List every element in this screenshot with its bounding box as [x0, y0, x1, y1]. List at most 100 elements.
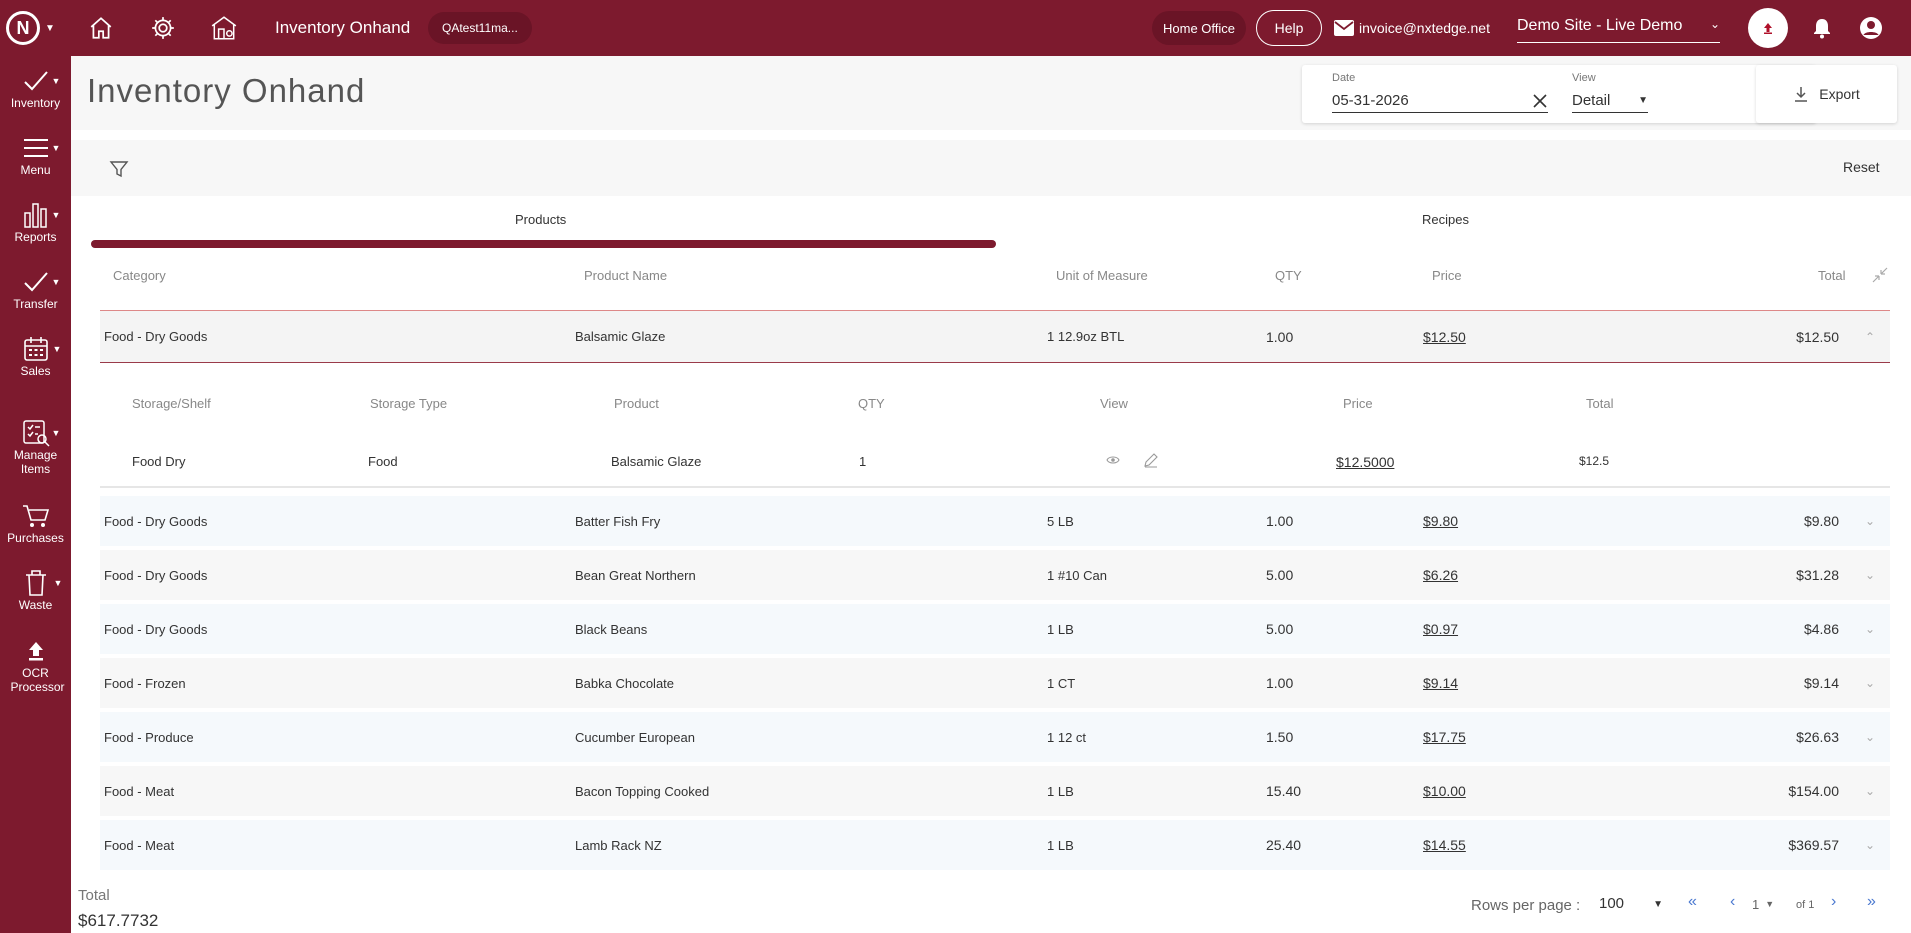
chevron-down-icon[interactable]: ⌄	[1865, 514, 1876, 528]
column-header-product-name[interactable]: Product Name	[584, 268, 668, 283]
email-link[interactable]: invoice@nxtedge.net	[1334, 0, 1490, 56]
sidebar-item-sales[interactable]: ▼ Sales	[0, 334, 71, 378]
view-select[interactable]: Detail ▼	[1572, 89, 1648, 113]
column-header-qty[interactable]: QTY	[1275, 268, 1302, 283]
chevron-down-icon[interactable]: ⌄	[1865, 568, 1876, 582]
page-value: 1	[1752, 897, 1760, 912]
detail-product: Balsamic Glaze	[611, 454, 702, 469]
prev-page-icon[interactable]: ‹	[1730, 893, 1736, 910]
home-icon[interactable]	[81, 0, 121, 56]
clear-icon[interactable]	[1532, 93, 1548, 109]
sidebar-item-menu[interactable]: ▼ Menu	[0, 133, 71, 177]
notifications-bell-icon[interactable]	[1802, 0, 1842, 56]
upload-button[interactable]	[1748, 8, 1788, 48]
page-of-text: of 1	[1796, 899, 1815, 911]
table-row[interactable]: Food - Dry Goods Batter Fish Fry 5 LB 1.…	[100, 496, 1890, 546]
app-logo[interactable]: N ▼	[6, 0, 60, 56]
menu-icon	[23, 139, 48, 157]
row-price-link[interactable]: $0.97	[1423, 621, 1459, 637]
detail-header-total: Total	[1586, 396, 1614, 411]
row-qty: 1.00	[1266, 328, 1294, 345]
row-product-name: Balsamic Glaze	[575, 329, 666, 344]
row-qty: 5.00	[1266, 621, 1294, 637]
date-field[interactable]: 05-31-2026	[1332, 89, 1548, 113]
page-select[interactable]: 1 ▼	[1752, 897, 1774, 912]
row-uom: 1 LB	[1047, 837, 1074, 853]
table-row[interactable]: Food - Produce Cucumber European 1 12 ct…	[100, 712, 1890, 762]
row-total: $154.00	[1788, 783, 1839, 799]
topbar-title: Inventory Onhand	[275, 18, 411, 37]
reset-button[interactable]: Reset	[1843, 159, 1880, 175]
sidebar-item-waste[interactable]: ▼ Waste	[0, 568, 71, 612]
first-page-icon[interactable]: «	[1688, 893, 1697, 910]
next-page-icon[interactable]: ›	[1831, 893, 1837, 910]
user-chip[interactable]: QAtest11ma...	[428, 12, 532, 44]
account-avatar-icon[interactable]	[1851, 0, 1891, 56]
export-button[interactable]: Export	[1756, 65, 1897, 123]
chevron-down-icon[interactable]: ⌄	[1865, 784, 1876, 798]
sidebar-item-transfer[interactable]: ▼ Transfer	[0, 267, 71, 311]
sidebar-item-label: Menu	[20, 163, 51, 177]
last-page-icon[interactable]: »	[1867, 893, 1876, 910]
table-row[interactable]: Food - Dry Goods Black Beans 1 LB 5.00 $…	[100, 604, 1890, 654]
chevron-down-icon: ▼	[45, 22, 55, 34]
sidebar-item-reports[interactable]: ▼ Reports	[0, 200, 71, 244]
detail-qty: 1	[859, 454, 867, 469]
site-select[interactable]: Demo Site - Live Demo ⌄	[1517, 0, 1720, 56]
sidebar-item-ocr-processor[interactable]: OCR Processor	[0, 636, 71, 694]
detail-header-storage-shelf: Storage/Shelf	[132, 396, 211, 411]
row-total: $12.50	[1796, 328, 1839, 345]
edit-pencil-icon[interactable]	[1143, 452, 1159, 468]
row-product-name: Batter Fish Fry	[575, 513, 661, 529]
column-header-unit-of-measure[interactable]: Unit of Measure	[1056, 268, 1148, 283]
column-header-category[interactable]: Category	[113, 268, 166, 283]
sidebar-item-purchases[interactable]: Purchases	[0, 501, 71, 545]
store-settings-icon[interactable]	[204, 0, 244, 56]
active-tab-indicator	[91, 240, 996, 248]
chevron-down-icon[interactable]: ⌄	[1865, 622, 1876, 636]
page-header: Inventory Onhand Date 05-31-2026 View De…	[71, 56, 1911, 130]
cart-icon	[22, 505, 49, 527]
filter-icon[interactable]	[109, 159, 129, 179]
table-row[interactable]: Food - Dry Goods Bean Great Northern 1 #…	[100, 550, 1890, 600]
email-text: invoice@nxtedge.net	[1359, 20, 1490, 36]
column-header-price[interactable]: Price	[1432, 268, 1462, 283]
chevron-down-icon[interactable]: ⌄	[1865, 676, 1876, 690]
row-price-link[interactable]: $9.80	[1423, 513, 1459, 529]
settings-gear-icon[interactable]	[143, 0, 183, 56]
home-office-button[interactable]: Home Office	[1152, 11, 1247, 45]
chevron-down-icon[interactable]: ⌄	[1865, 838, 1876, 852]
sidebar-item-inventory[interactable]: ▼ Inventory	[0, 66, 71, 110]
row-category: Food - Meat	[104, 783, 175, 799]
table-header-divider	[100, 310, 1890, 311]
sidebar-item-manage-items[interactable]: ▼ Manage Items	[0, 418, 71, 476]
table-row[interactable]: Food - Dry Goods Balsamic Glaze 1 12.9oz…	[100, 311, 1890, 363]
eye-icon[interactable]	[1106, 454, 1120, 466]
row-price-link[interactable]: $12.50	[1423, 328, 1466, 345]
row-price-link[interactable]: $9.14	[1423, 675, 1459, 691]
row-category: Food - Dry Goods	[104, 567, 208, 583]
detail-price-link[interactable]: $12.5000	[1336, 454, 1395, 470]
help-button[interactable]: Help	[1256, 10, 1322, 46]
rows-per-page-select[interactable]: 100 ▼	[1599, 895, 1663, 912]
sidebar-item-label: Manage Items	[13, 448, 58, 476]
row-category: Food - Meat	[104, 837, 175, 853]
row-price-link[interactable]: $6.26	[1423, 567, 1459, 583]
tab-recipes[interactable]: Recipes	[1422, 212, 1469, 227]
sidebar-item-label: Sales	[20, 364, 51, 378]
table-row[interactable]: Food - Frozen Babka Chocolate 1 CT 1.00 …	[100, 658, 1890, 708]
chevron-down-icon[interactable]: ⌄	[1865, 730, 1876, 744]
table-row[interactable]: Food - Meat Lamb Rack NZ 1 LB 25.40 $14.…	[100, 820, 1890, 870]
column-header-total[interactable]: Total	[1818, 268, 1846, 283]
row-price-link[interactable]: $14.55	[1423, 837, 1466, 853]
check-icon	[23, 71, 48, 91]
tab-products[interactable]: Products	[515, 212, 567, 227]
row-price-link[interactable]: $17.75	[1423, 729, 1466, 745]
sidebar-item-label: Inventory	[10, 96, 61, 110]
chevron-up-icon[interactable]: ⌃	[1865, 329, 1876, 344]
detail-header-view: View	[1100, 396, 1128, 411]
row-price-link[interactable]: $10.00	[1423, 783, 1466, 799]
row-category: Food - Dry Goods	[104, 513, 208, 529]
collapse-all-icon[interactable]	[1871, 266, 1889, 284]
table-row[interactable]: Food - Meat Bacon Topping Cooked 1 LB 15…	[100, 766, 1890, 816]
